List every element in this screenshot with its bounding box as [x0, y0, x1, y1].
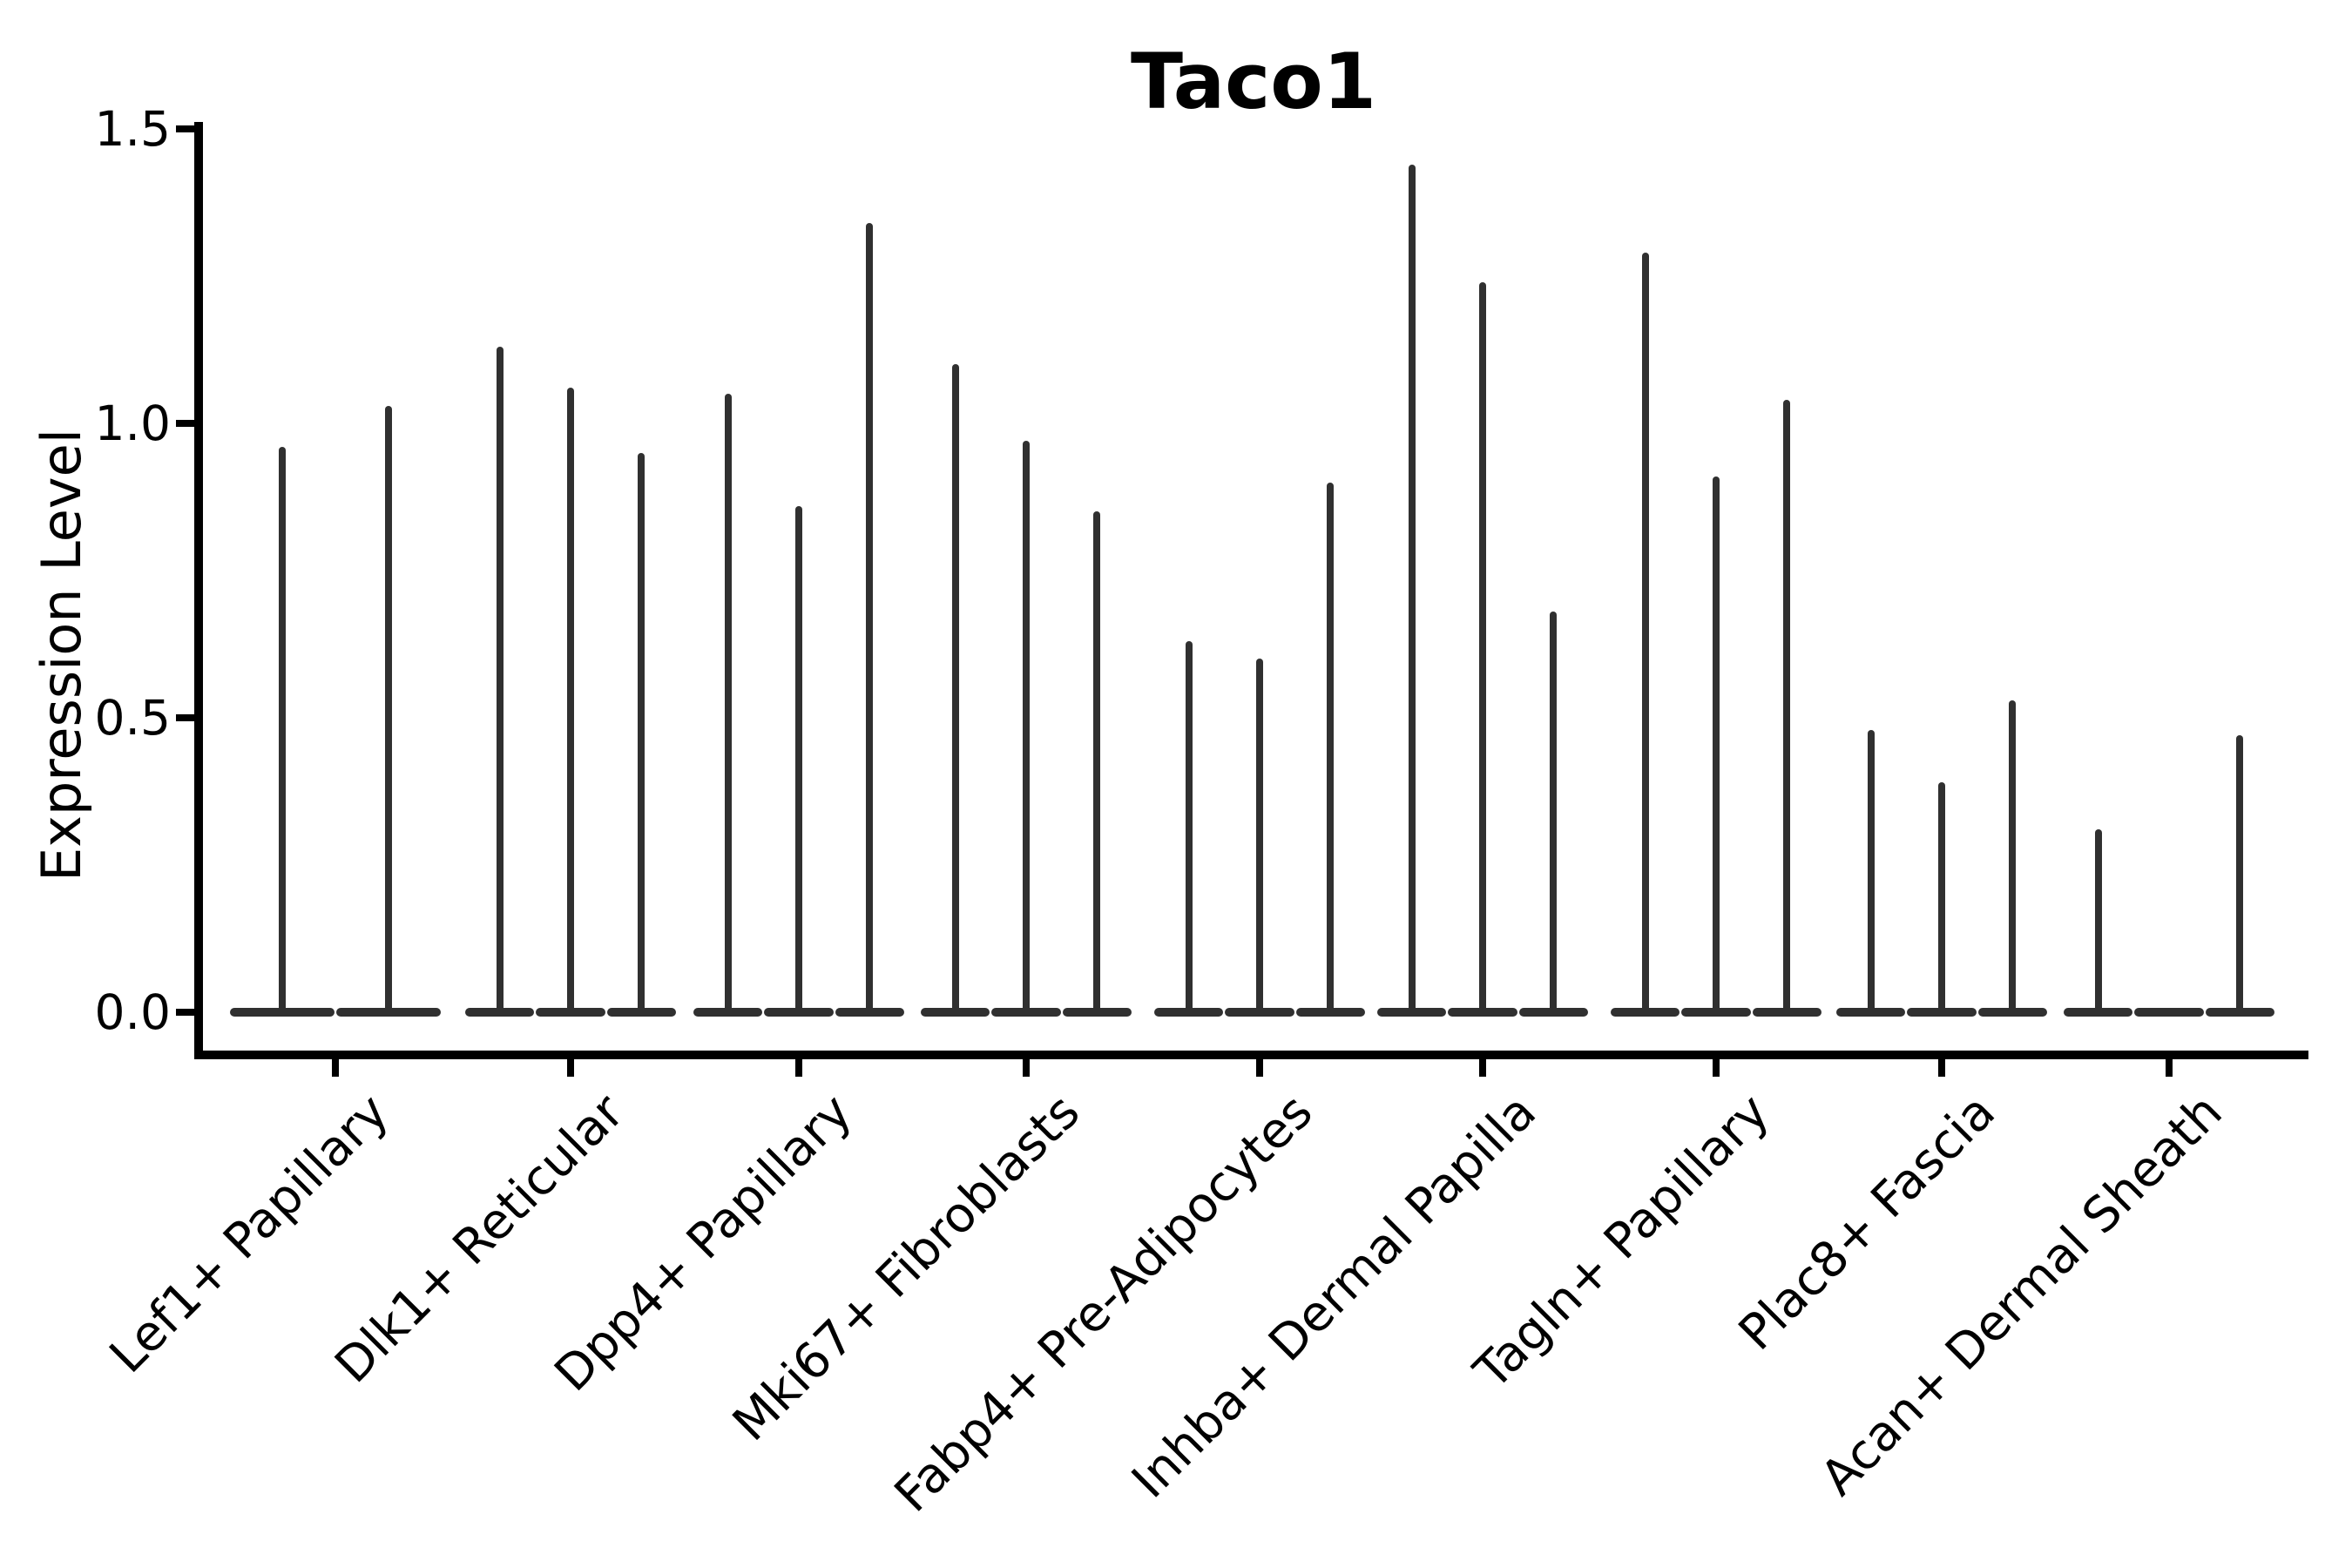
violin-base	[1752, 1008, 1821, 1017]
violin-base	[1611, 1008, 1680, 1017]
violin-spike	[724, 394, 732, 1012]
y-tick-label: 0.0	[94, 984, 171, 1040]
violin-spike	[951, 364, 959, 1012]
violin-spike	[1783, 399, 1791, 1012]
x-tick	[567, 1059, 574, 1077]
y-tick-label: 0.5	[94, 690, 171, 746]
x-tick	[795, 1059, 802, 1077]
violin-base	[1295, 1008, 1365, 1017]
x-axis-spine	[194, 1051, 2308, 1059]
y-tick-label: 1.5	[94, 101, 171, 157]
violin-spike	[1641, 252, 1649, 1012]
x-tick	[1713, 1059, 1720, 1077]
violin-base	[606, 1008, 676, 1017]
violin-base	[1518, 1008, 1588, 1017]
violin-base	[835, 1008, 904, 1017]
x-tick	[1479, 1059, 1486, 1077]
x-tick	[332, 1059, 339, 1077]
violin-base	[230, 1008, 335, 1017]
y-tick	[176, 125, 195, 132]
violin-spike	[567, 388, 574, 1012]
chart-title: Taco1	[1131, 37, 1376, 126]
violin-base	[1681, 1008, 1751, 1017]
violin-base	[921, 1008, 990, 1017]
x-tick	[1256, 1059, 1263, 1077]
x-tick-label: Acan+ Dermal Sheath	[1810, 1083, 2234, 1507]
violin-spike	[1867, 729, 1875, 1012]
violin-spike	[795, 505, 802, 1012]
violin-spike	[638, 452, 645, 1012]
violin-base	[1377, 1008, 1447, 1017]
x-tick	[2166, 1059, 2173, 1077]
y-tick	[176, 714, 195, 721]
violin-spike	[1479, 281, 1486, 1012]
x-tick-label: Fabp4+ Pre-Adipocytes	[884, 1083, 1324, 1524]
violin-spike	[1938, 782, 1945, 1012]
y-tick	[176, 420, 195, 427]
violin-base	[1062, 1008, 1132, 1017]
violin-spike	[279, 447, 286, 1012]
x-tick	[1938, 1059, 1945, 1077]
violin-spike	[1256, 659, 1263, 1012]
violin-base	[1836, 1008, 1906, 1017]
y-tick-label: 1.0	[94, 395, 171, 451]
violin-base	[2205, 1008, 2274, 1017]
violin-spike	[2009, 700, 2017, 1012]
violin-spike	[1023, 441, 1030, 1012]
violin-base	[1225, 1008, 1294, 1017]
violin-spike	[1408, 164, 1416, 1012]
violin-base	[991, 1008, 1061, 1017]
violin-base	[2134, 1008, 2204, 1017]
violin-base	[465, 1008, 535, 1017]
violin-spike	[1327, 482, 1335, 1012]
violin-spike	[1713, 476, 1720, 1012]
violin-spike	[1550, 612, 1558, 1012]
violin-base	[2064, 1008, 2133, 1017]
violin-spike	[1185, 641, 1193, 1012]
violin-base	[1977, 1008, 2047, 1017]
violin-base	[1448, 1008, 1517, 1017]
violin-base	[336, 1008, 441, 1017]
y-tick	[176, 1009, 195, 1016]
violin-spike	[2094, 829, 2102, 1012]
violin-base	[693, 1008, 763, 1017]
x-tick-label: Inhba+ Dermal Papilla	[1121, 1083, 1547, 1510]
violin-base	[1907, 1008, 1977, 1017]
violin-spike	[496, 347, 504, 1012]
violin-spike	[385, 405, 392, 1012]
violin-base	[536, 1008, 605, 1017]
violin-base	[764, 1008, 834, 1017]
y-axis-spine	[194, 122, 203, 1059]
violin-spike	[866, 223, 874, 1012]
x-tick	[1023, 1059, 1030, 1077]
violin-spike	[2236, 735, 2244, 1012]
violin-base	[1154, 1008, 1224, 1017]
y-axis-label: Expression Level	[30, 429, 93, 882]
violin-spike	[1093, 511, 1101, 1012]
